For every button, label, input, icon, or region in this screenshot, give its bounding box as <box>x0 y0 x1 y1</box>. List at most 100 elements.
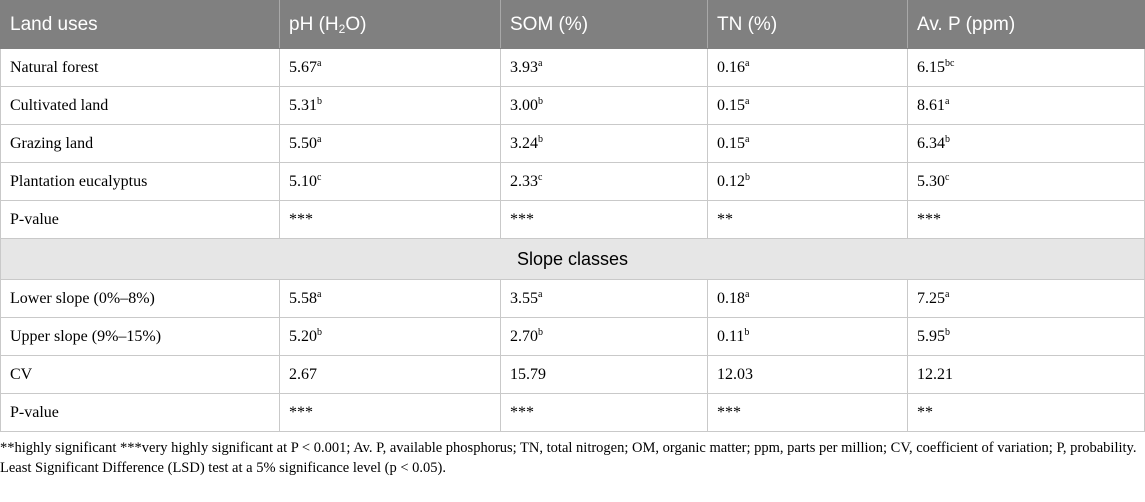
header-ph: pH (H2O) <box>279 0 501 49</box>
table-row: Lower slope (0%–8%) 5.58a 3.55a 0.18a 7.25a <box>0 279 1145 318</box>
row-label: Cultivated land <box>0 86 280 125</box>
table-cell: 12.21 <box>907 355 1145 394</box>
significance-letter: b <box>317 327 322 338</box>
cell-value: 5.30 <box>917 173 945 190</box>
significance-letter: b <box>744 327 750 338</box>
significance-letter: a <box>745 134 750 145</box>
cell-value: 5.31 <box>289 97 317 114</box>
section-label-slope-classes: Slope classes <box>0 238 1145 280</box>
row-label: Upper slope (9%–15%) <box>0 317 280 356</box>
table-cell: 3.55a <box>500 279 708 318</box>
significance-letter: b <box>745 172 750 183</box>
header-ph-subscript: 2 <box>338 21 346 36</box>
significance-letter: b <box>538 134 543 145</box>
cell-value: *** <box>289 210 313 228</box>
row-label: Natural forest <box>0 48 280 87</box>
table-cell: 5.20b <box>279 317 501 356</box>
cell-value: ** <box>917 403 933 421</box>
table-cell: ** <box>907 393 1145 432</box>
table-cell: 2.33c <box>500 162 708 201</box>
cell-value: *** <box>510 403 534 421</box>
cell-value: *** <box>510 210 534 228</box>
table-row: Upper slope (9%–15%) 5.20b 2.70b 0.11b 5.95b <box>0 317 1145 356</box>
header-ph-prefix: pH (H <box>289 13 339 35</box>
cell-value: 6.15 <box>917 59 945 76</box>
cell-value: 0.12 <box>717 173 745 190</box>
significance-letter: c <box>945 172 950 183</box>
significance-letter: bc <box>945 58 955 69</box>
cell-value: 12.21 <box>917 365 953 383</box>
significance-letter: b <box>538 96 543 107</box>
table-row: Plantation eucalyptus 5.10c 2.33c 0.12b 5.30… <box>0 162 1145 201</box>
cell-value: 5.58 <box>289 290 317 307</box>
table-cell: 0.11b <box>707 317 908 356</box>
table-cell: 0.18a <box>707 279 908 318</box>
cell-value: 5.20 <box>289 328 317 345</box>
table-cell: 5.67a <box>279 48 501 87</box>
header-som: SOM (%) <box>500 0 708 49</box>
table-cell: 0.15a <box>707 86 908 125</box>
row-label: Plantation eucalyptus <box>0 162 280 201</box>
cell-value: 3.00 <box>510 97 538 114</box>
table-cell: *** <box>500 393 708 432</box>
table-cell: 5.30c <box>907 162 1145 201</box>
cell-value: 3.93 <box>510 59 538 76</box>
cell-value: 0.11 <box>717 328 745 345</box>
table-cell: 7.25a <box>907 279 1145 318</box>
cell-value: 2.70 <box>510 328 538 345</box>
table-row: Cultivated land 5.31b 3.00b 0.15a 8.61a <box>0 86 1145 125</box>
table-cell: 0.12b <box>707 162 908 201</box>
row-label: P-value <box>0 200 280 239</box>
table-cell: 0.16a <box>707 48 908 87</box>
table-cell: 3.00b <box>500 86 708 125</box>
cell-value: 0.18 <box>717 290 745 307</box>
cell-value: 2.67 <box>289 365 317 383</box>
table-row: Natural forest 5.67a 3.93a 0.16a 6.15bc <box>0 48 1145 87</box>
cell-value: 12.03 <box>717 365 753 383</box>
table-cell: 3.93a <box>500 48 708 87</box>
table-row: P-value*********** <box>0 393 1145 432</box>
cell-value: 5.95 <box>917 328 945 345</box>
soil-properties-table: Land uses pH (H2O) SOM (%) TN (%) Av. P … <box>0 0 1145 432</box>
section-row: Slope classes <box>0 238 1145 280</box>
footnote-lsd: Least Significant Difference (LSD) test … <box>0 460 446 476</box>
cell-value: 5.67 <box>289 59 317 76</box>
table-cell: 2.67 <box>279 355 501 394</box>
table-cell: 12.03 <box>707 355 908 394</box>
cell-value: 2.33 <box>510 173 538 190</box>
table-row: P-value*********** <box>0 200 1145 239</box>
cell-value: 5.10 <box>289 173 317 190</box>
table-cell: 5.95b <box>907 317 1145 356</box>
cell-value: *** <box>717 403 741 421</box>
table-cell: 0.15a <box>707 124 908 163</box>
table-cell: *** <box>707 393 908 432</box>
row-label: Lower slope (0%–8%) <box>0 279 280 318</box>
significance-letter: a <box>317 134 322 145</box>
significance-letter: a <box>945 289 950 300</box>
cell-value: 3.24 <box>510 135 538 152</box>
table-row: Grazing land 5.50a 3.24b 0.15a 6.34b <box>0 124 1145 163</box>
table-cell: 5.31b <box>279 86 501 125</box>
cell-value: 8.61 <box>917 97 945 114</box>
table-row: CV 2.67 15.79 12.03 12.21 <box>0 355 1145 394</box>
header-land-uses: Land uses <box>0 0 280 49</box>
table-cell: *** <box>907 200 1145 239</box>
table-cell: 8.61a <box>907 86 1145 125</box>
cell-value: 3.55 <box>510 290 538 307</box>
table-cell: *** <box>279 393 501 432</box>
table-cell: 5.50a <box>279 124 501 163</box>
row-label: P-value <box>0 393 280 432</box>
cell-value: 5.50 <box>289 135 317 152</box>
significance-letter: b <box>538 327 543 338</box>
cell-value: 0.15 <box>717 97 745 114</box>
table-footnotes: **highly significant ***very highly sign… <box>0 438 1140 478</box>
cell-value: 15.79 <box>510 365 546 383</box>
table-cell: 15.79 <box>500 355 708 394</box>
cell-value: 0.15 <box>717 135 745 152</box>
header-av-p: Av. P (ppm) <box>907 0 1145 49</box>
significance-letter: a <box>317 289 322 300</box>
significance-letter: b <box>945 134 950 145</box>
header-ph-suffix: O) <box>345 13 367 35</box>
cell-value: 7.25 <box>917 290 945 307</box>
table-cell: 5.58a <box>279 279 501 318</box>
